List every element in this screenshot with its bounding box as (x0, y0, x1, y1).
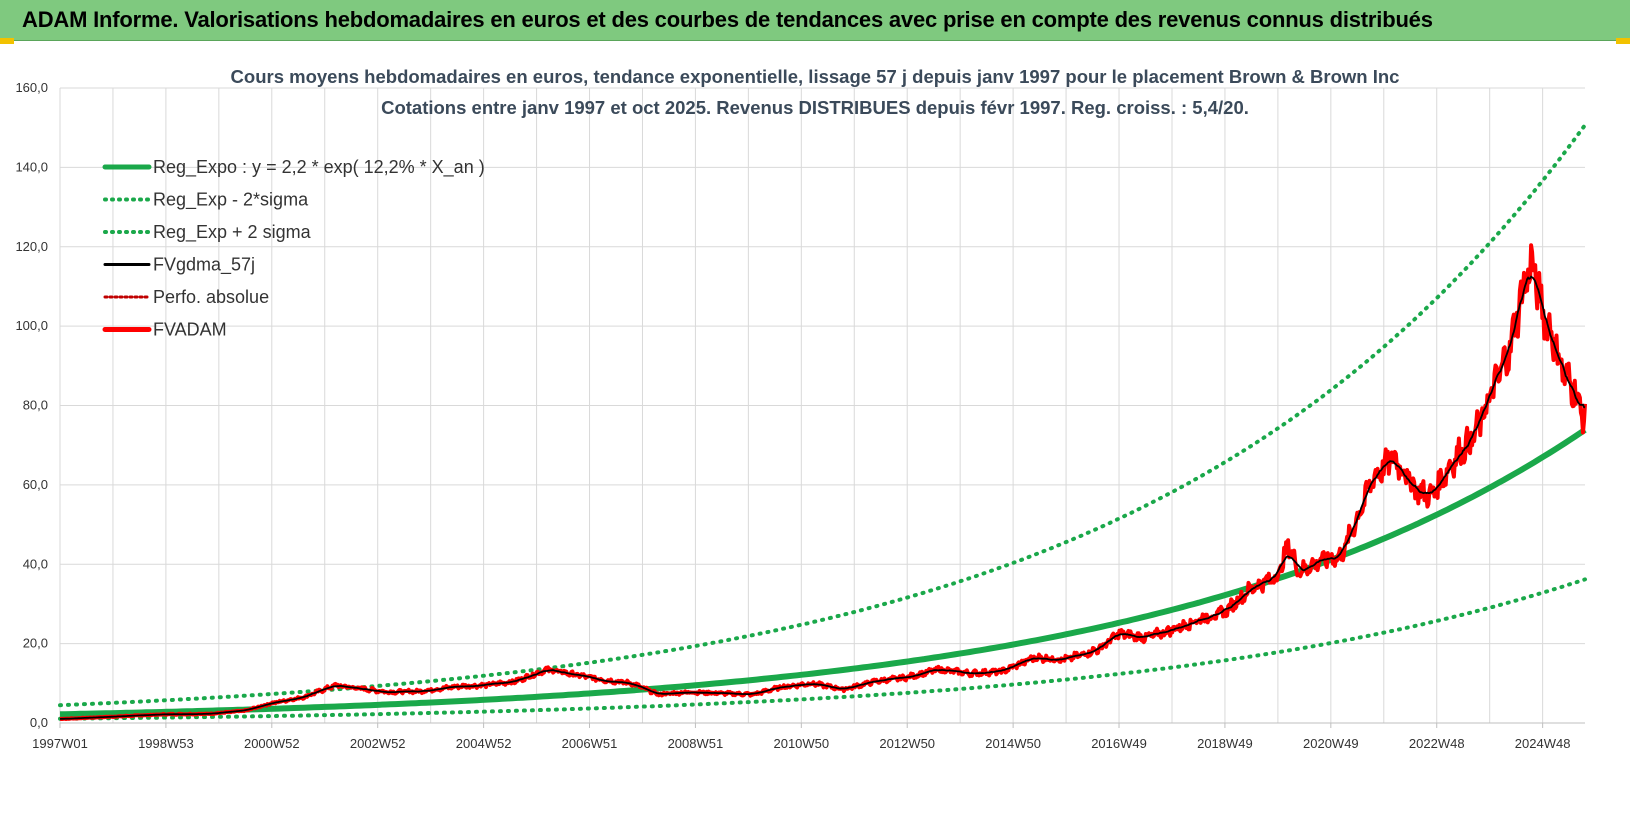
x-tick-label: 2024W48 (1515, 736, 1571, 751)
x-tick-label: 2014W50 (985, 736, 1041, 751)
report-title: ADAM Informe. Valorisations hebdomadaire… (22, 7, 1433, 32)
x-tick-label: 2016W49 (1091, 736, 1147, 751)
x-tick-label: 2012W50 (879, 736, 935, 751)
legend-label: Reg_Exp - 2*sigma (153, 190, 309, 211)
chart-canvas: 0,0 20,0 40,0 60,0 80,0 100,0 120,0 140,0 160,0 1… (15, 66, 1587, 751)
corner-accent-right (1616, 38, 1630, 44)
series-lines (58, 123, 1587, 721)
legend-label: FVgdma_57j (153, 255, 255, 276)
y-tick-label: 160,0 (15, 80, 48, 95)
legend-label: FVADAM (153, 320, 227, 340)
series-reg-expo (59, 427, 1587, 718)
axes: 0,0 20,0 40,0 60,0 80,0 100,0 120,0 140,0 160,0 1… (15, 80, 1585, 751)
y-tick-label: 140,0 (15, 159, 48, 174)
legend-label: Reg_Expo : y = 2,2 * exp( 12,2% * X_an ) (153, 157, 485, 178)
x-tick-label: 2002W52 (350, 736, 406, 751)
y-tick-label: 80,0 (23, 398, 48, 413)
y-tick-label: 0,0 (30, 715, 48, 730)
y-tick-label: 20,0 (23, 636, 48, 651)
x-tick-label: 1998W53 (138, 736, 194, 751)
x-tick-label: 2000W52 (244, 736, 300, 751)
series-fvadam (59, 243, 1587, 721)
x-tick-label: 2010W50 (773, 736, 829, 751)
grid-lines (59, 87, 1585, 724)
y-tick-label: 40,0 (23, 556, 48, 571)
x-tick-label: 2020W49 (1303, 736, 1359, 751)
chart-subtitle: Cotations entre janv 1997 et oct 2025. R… (381, 97, 1249, 118)
y-tick-label: 100,0 (15, 318, 48, 333)
legend-label: Reg_Exp + 2 sigma (153, 222, 312, 243)
x-tick-label: 2018W49 (1197, 736, 1253, 751)
series-reg-exp-plus-2sigma (58, 123, 1587, 708)
legend-label: Perfo. absolue (153, 287, 269, 307)
series-fvgdma-57j (60, 275, 1586, 720)
chart-area: 0,0 20,0 40,0 60,0 80,0 100,0 120,0 140,0 160,0 1… (0, 44, 1630, 815)
y-tick-label: 120,0 (15, 239, 48, 254)
x-tick-label: 2004W52 (456, 736, 512, 751)
report-header: ADAM Informe. Valorisations hebdomadaire… (0, 0, 1630, 41)
legend: Reg_Expo : y = 2,2 * exp( 12,2% * X_an )… (102, 157, 485, 340)
series-reg-exp-minus-2sigma (58, 577, 1587, 721)
corner-accent-left (0, 38, 14, 44)
chart-title: Cours moyens hebdomadaires en euros, ten… (231, 66, 1400, 87)
x-tick-label: 1997W01 (32, 736, 88, 751)
x-tick-label: 2022W48 (1409, 736, 1465, 751)
y-tick-label: 60,0 (23, 477, 48, 492)
x-tick-label: 2008W51 (668, 736, 724, 751)
x-tick-label: 2006W51 (562, 736, 618, 751)
